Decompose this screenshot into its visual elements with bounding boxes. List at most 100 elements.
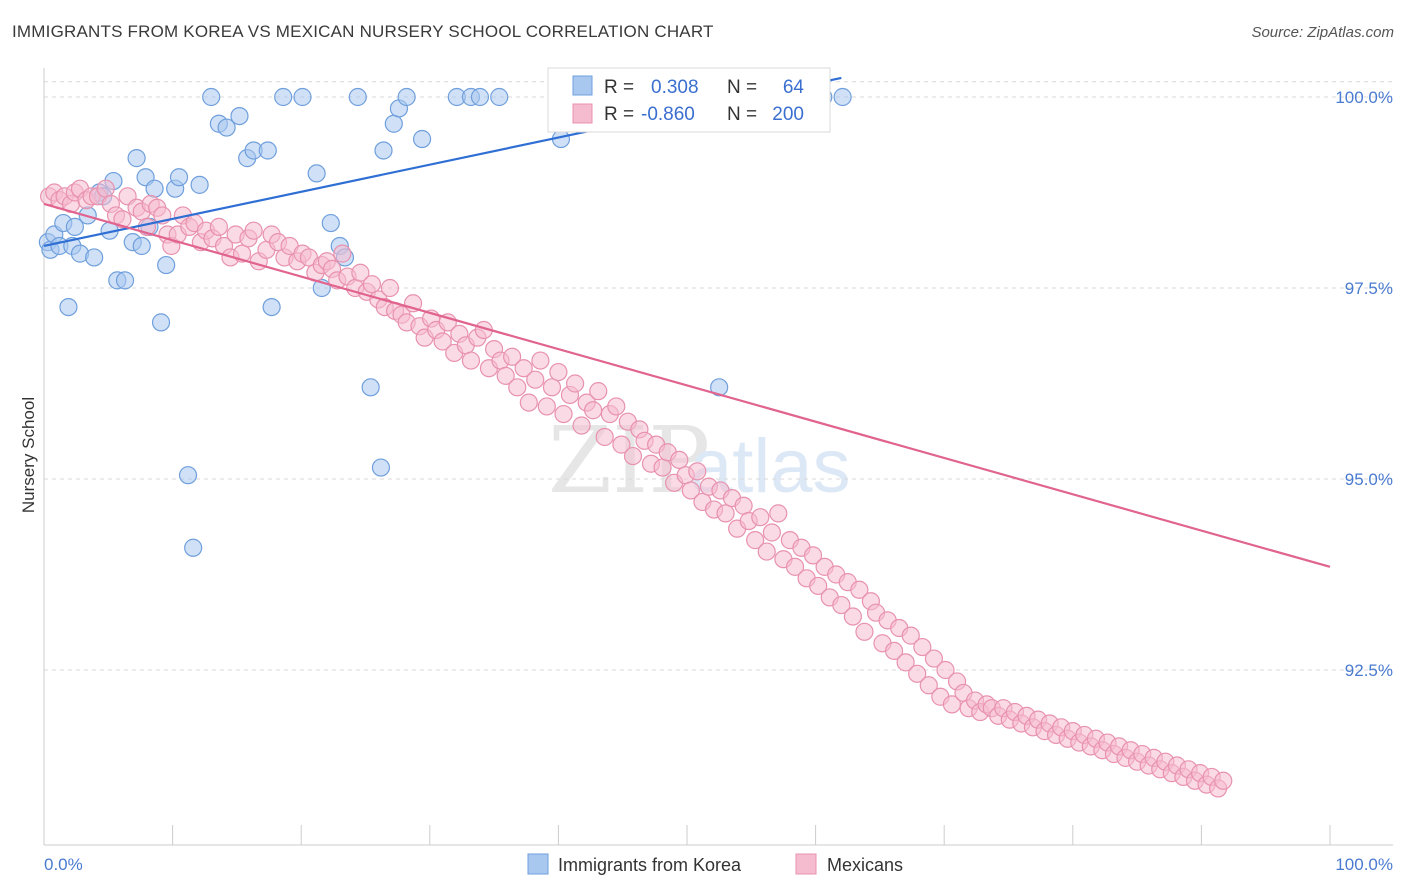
stats-mex-swatch xyxy=(572,103,593,124)
stats-mex-r-value: -0.860 xyxy=(641,104,695,125)
korea-point xyxy=(115,271,135,290)
korea-point xyxy=(384,114,403,133)
mexicans-point xyxy=(843,607,862,626)
korea-point xyxy=(65,217,84,236)
korea-point xyxy=(293,87,312,107)
mexicans-trend-line xyxy=(43,202,1331,568)
mexicans-point xyxy=(612,435,631,454)
mexicans-point xyxy=(96,179,115,198)
mexicans-point xyxy=(362,275,382,294)
y-tick-label: 92.5% xyxy=(1345,661,1393,680)
legend-mex-label: Mexicans xyxy=(827,855,903,875)
mexicans-point xyxy=(461,351,481,370)
korea-point xyxy=(258,141,277,160)
korea-point xyxy=(262,298,281,317)
legend: Immigrants from Korea Mexicans xyxy=(527,853,903,875)
korea-point xyxy=(145,179,164,198)
mexicans-point xyxy=(623,446,643,466)
stats-korea-swatch xyxy=(572,75,593,96)
korea-point xyxy=(85,248,104,267)
stats-korea-r-value: 0.308 xyxy=(651,77,699,98)
y-tick-label: 100.0% xyxy=(1335,88,1393,107)
korea-point xyxy=(178,466,198,485)
korea-point xyxy=(374,141,393,160)
korea-point xyxy=(274,87,293,107)
mexicans-point xyxy=(884,641,904,661)
legend-korea-label: Immigrants from Korea xyxy=(558,855,742,875)
stats-mex-r-label: R = xyxy=(604,104,634,125)
korea-point xyxy=(151,313,171,332)
mexicans-point xyxy=(244,221,263,240)
mexicans-point xyxy=(716,504,735,523)
mexicans-point xyxy=(351,263,370,282)
mexicans-point xyxy=(803,546,823,565)
x-tick-label-max: 100.0% xyxy=(1335,855,1393,874)
mexicans-point xyxy=(113,210,132,229)
korea-point xyxy=(132,236,151,256)
mexicans-point xyxy=(670,450,689,469)
korea-point xyxy=(833,87,852,107)
korea-point xyxy=(157,255,176,275)
mexicans-point xyxy=(688,462,707,481)
mexicans-point xyxy=(433,332,452,351)
mexicans-point xyxy=(653,458,672,477)
korea-point xyxy=(361,378,380,397)
mexicans-point xyxy=(757,542,776,561)
mexicans-point xyxy=(595,427,614,447)
mexicans-point xyxy=(769,504,788,523)
mexicans-point xyxy=(924,649,944,668)
mexicans-point xyxy=(209,217,228,236)
mexicans-point xyxy=(531,351,550,370)
korea-point xyxy=(184,538,203,557)
mexicans-point xyxy=(762,523,781,542)
mexicans-point xyxy=(746,531,765,550)
korea-point xyxy=(230,106,249,126)
y-axis-label: Nursery School xyxy=(19,397,38,513)
mexicans-point xyxy=(734,496,753,515)
stats-korea-n-value: 64 xyxy=(783,77,805,98)
mexicans-point xyxy=(681,481,700,500)
korea-points xyxy=(38,87,852,557)
mexicans-point xyxy=(503,347,522,366)
stats-box: R = 0.308 N = 64 R = -0.860 N = 200 xyxy=(547,67,831,133)
mexicans-point xyxy=(526,370,545,389)
korea-point xyxy=(190,175,209,194)
mexicans-point xyxy=(919,676,938,695)
mexicans-point xyxy=(607,397,626,416)
korea-point xyxy=(710,378,729,397)
mexicans-point xyxy=(566,374,585,393)
stats-mex-n-label: N = xyxy=(727,104,757,125)
korea-point xyxy=(397,87,416,107)
mexicans-point xyxy=(514,359,533,378)
mexicans-point xyxy=(913,637,932,657)
y-tick-label: 97.5% xyxy=(1345,279,1393,298)
y-tick-label: 95.0% xyxy=(1345,470,1393,489)
mexicans-point xyxy=(589,382,608,401)
mexicans-point xyxy=(855,622,874,641)
mexicans-point xyxy=(333,244,352,263)
legend-korea-swatch xyxy=(527,853,549,875)
mex-points xyxy=(40,179,1233,798)
stats-mex-n-value: 200 xyxy=(772,104,804,125)
stats-box-frame xyxy=(547,67,831,133)
mexicans-point xyxy=(549,362,568,382)
korea-point xyxy=(470,87,490,107)
mexicans-point xyxy=(809,576,828,596)
mexicans-point xyxy=(496,366,515,385)
korea-point xyxy=(217,118,236,137)
mexicans-point xyxy=(537,397,556,416)
chart-source: Source: ZipAtlas.com xyxy=(1251,24,1394,41)
korea-point xyxy=(348,87,367,107)
mexicans-point xyxy=(896,653,915,672)
x-tick-label-min: 0.0% xyxy=(44,855,83,874)
korea-point xyxy=(412,129,432,149)
mexicans-point xyxy=(908,664,927,683)
legend-mex-swatch xyxy=(795,853,817,875)
stats-korea-r-label: R = xyxy=(604,77,634,98)
chart-title: IMMIGRANTS FROM KOREA VS MEXICAN NURSERY… xyxy=(12,22,714,41)
korea-point xyxy=(169,168,189,187)
korea-point xyxy=(59,298,78,317)
axis-layer: 92.5% 95.0% 97.5% 100.0% xyxy=(43,68,1393,846)
mexicans-point xyxy=(508,378,527,397)
